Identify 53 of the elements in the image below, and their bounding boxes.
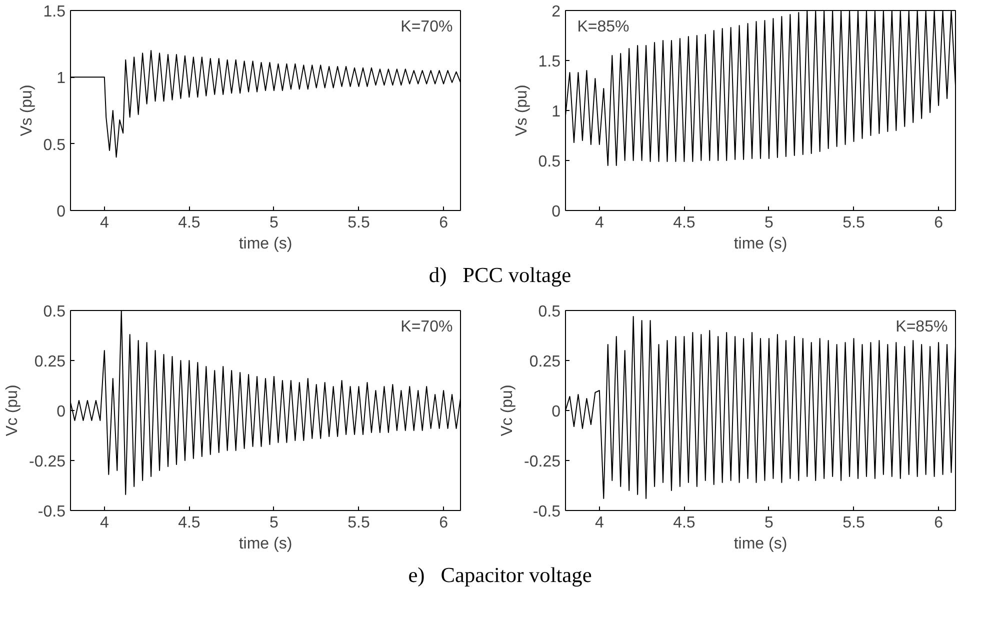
x-tick-label: 4 — [100, 214, 109, 232]
x-tick-label: 5.5 — [348, 214, 370, 232]
y-tick-label: 0 — [56, 204, 66, 220]
y-tick-label: -0.5 — [532, 504, 561, 520]
y-tick-label: 1.5 — [538, 54, 561, 70]
y-tick-label: 0.25 — [34, 354, 66, 370]
x-tick-label: 5 — [764, 514, 774, 532]
y-tick-label: 0.5 — [538, 304, 561, 320]
x-tick-label: 4 — [594, 214, 604, 232]
y-axis-title: Vs (pu) — [513, 84, 530, 136]
y-axis-title: Vc (pu) — [499, 384, 516, 436]
y-tick-label: 1 — [552, 104, 561, 120]
y-tick-label: 0 — [552, 204, 561, 220]
x-tick-label: 6 — [934, 514, 944, 532]
y-tick-label: 0 — [56, 404, 66, 420]
annotation: K=85% — [577, 18, 630, 36]
x-tick-label: 4.5 — [178, 214, 200, 232]
x-tick-label: 5.5 — [842, 514, 865, 532]
x-tick-label: 4.5 — [673, 214, 696, 232]
x-tick-label: 5.5 — [348, 514, 370, 532]
x-axis-title: time (s) — [238, 536, 292, 552]
x-tick-label: 4 — [100, 514, 109, 532]
x-axis-title: time (s) — [734, 536, 788, 552]
x-tick-label: 4.5 — [673, 514, 696, 532]
y-tick-label: -0.5 — [38, 504, 66, 520]
x-tick-label: 5 — [270, 214, 279, 232]
annotation: K=70% — [400, 318, 453, 336]
x-tick-label: 5 — [270, 514, 279, 532]
y-tick-label: 1 — [56, 70, 66, 88]
y-tick-label: 0.5 — [538, 154, 561, 170]
y-tick-label: 0 — [552, 404, 561, 420]
y-tick-label: -0.25 — [524, 454, 561, 470]
annotation: K=70% — [400, 18, 453, 36]
y-tick-label: -0.25 — [29, 454, 66, 470]
y-tick-label: 0.5 — [43, 136, 66, 154]
x-tick-label: 4.5 — [178, 514, 200, 532]
y-tick-label: 0.25 — [529, 354, 561, 370]
x-tick-label: 5.5 — [842, 214, 865, 232]
x-axis-title: time (s) — [734, 236, 788, 252]
x-tick-label: 6 — [439, 514, 448, 532]
y-tick-label: 1.5 — [43, 4, 66, 20]
x-tick-label: 6 — [934, 214, 944, 232]
y-axis-title: Vs (pu) — [18, 84, 36, 136]
text: d) PCC voltage — [428, 262, 572, 289]
text: e) Capacitor voltage — [407, 562, 593, 589]
x-tick-label: 5 — [764, 214, 774, 232]
y-tick-label: 2 — [552, 4, 561, 20]
y-axis-title: Vc (pu) — [4, 384, 22, 436]
x-tick-label: 4 — [594, 514, 604, 532]
y-tick-label: 0.5 — [43, 304, 66, 320]
x-tick-label: 6 — [439, 214, 448, 232]
annotation: K=85% — [896, 318, 948, 336]
x-axis-title: time (s) — [238, 236, 292, 252]
